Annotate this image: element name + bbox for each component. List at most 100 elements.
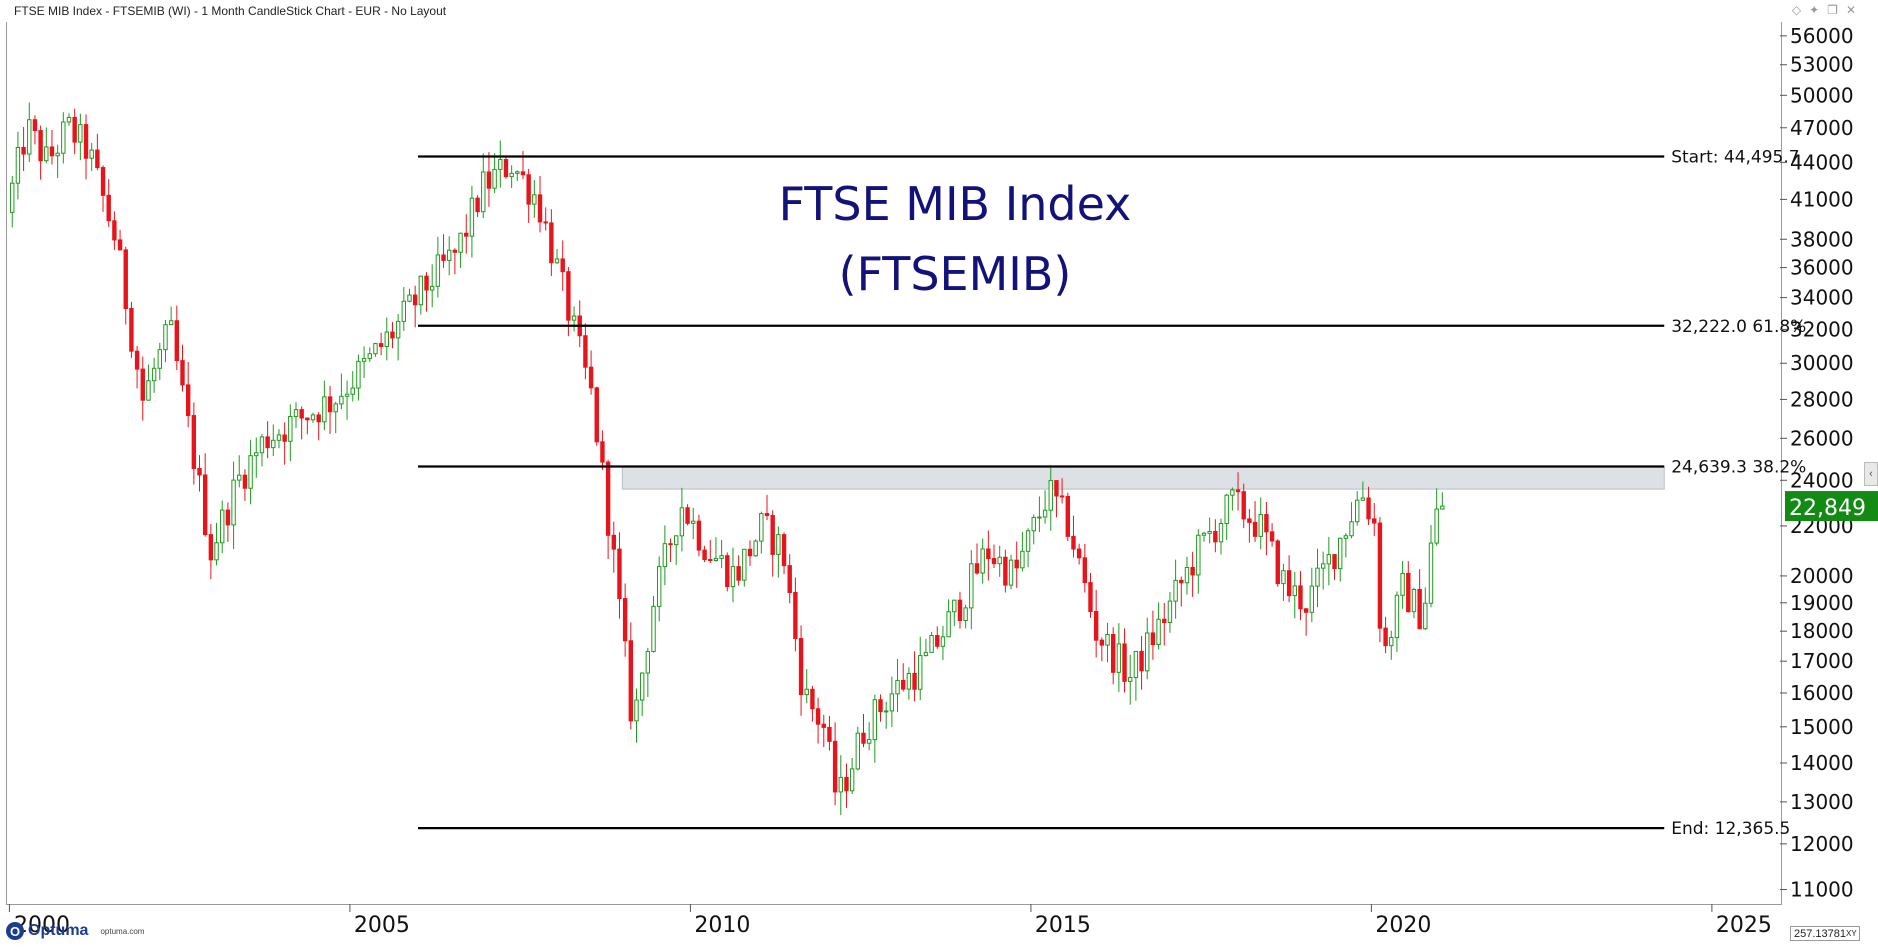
candle-body	[1292, 585, 1297, 597]
candle-body	[134, 350, 140, 370]
candle-body	[1082, 557, 1088, 584]
candle-body	[753, 540, 758, 557]
candle-body	[458, 232, 463, 253]
candle-body	[600, 441, 605, 463]
candle-body	[1315, 567, 1320, 587]
candle-body	[804, 688, 809, 696]
candle-body	[322, 396, 327, 423]
candle-body	[1179, 579, 1184, 584]
candle-body	[481, 171, 486, 213]
candle-body	[254, 452, 259, 457]
candle-body	[1394, 594, 1400, 639]
scroll-left-button[interactable]: ‹	[1864, 462, 1878, 486]
candle-body	[730, 566, 736, 588]
candle-body	[299, 409, 304, 419]
window-controls[interactable]: ◇✦❐✕	[1792, 3, 1864, 17]
candle-body	[1252, 521, 1258, 537]
candle-body	[10, 182, 15, 213]
candle-body	[452, 249, 458, 253]
candle-body	[350, 387, 355, 395]
candle-body	[906, 672, 912, 690]
candle-body	[197, 467, 202, 476]
close-icon[interactable]: ✕	[1845, 3, 1864, 17]
candle-body	[168, 320, 174, 326]
candle-body	[106, 194, 111, 222]
candle-body	[668, 543, 673, 546]
candle-body	[1213, 530, 1218, 543]
candle-body	[793, 591, 798, 639]
candle-body	[475, 197, 480, 213]
y-tick-label: 15000	[1790, 715, 1854, 739]
candle-body	[373, 343, 378, 355]
candle-body	[776, 534, 781, 555]
candle-body	[827, 726, 832, 742]
candle-body	[889, 693, 895, 712]
candle-body	[1417, 588, 1422, 630]
candle-body	[49, 146, 55, 157]
candle-body	[100, 167, 106, 196]
candle-body	[435, 254, 441, 287]
pin-icon[interactable]: ✦	[1809, 3, 1828, 17]
candle-body	[1355, 499, 1360, 523]
candle-body	[151, 367, 157, 382]
y-tick-label: 19000	[1790, 591, 1854, 615]
candle-body	[316, 414, 321, 423]
last-price-label: 22,849	[1789, 496, 1866, 521]
candle-body	[509, 172, 514, 178]
y-tick-label: 20000	[1790, 564, 1854, 588]
candle-body	[685, 507, 690, 524]
candle-body	[628, 640, 634, 722]
y-tick-label: 56000	[1790, 24, 1854, 48]
candle-body	[651, 605, 656, 652]
candle-body	[1366, 497, 1371, 520]
candle-body	[969, 563, 974, 609]
candle-body	[622, 598, 628, 642]
candle-body	[810, 688, 815, 710]
candle-body	[1337, 537, 1343, 570]
y-tick-label: 50000	[1790, 83, 1854, 107]
candle-body	[117, 239, 123, 251]
candle-body	[645, 650, 651, 674]
candle-body	[231, 479, 236, 526]
candle-body	[656, 566, 662, 607]
candle-body	[1093, 610, 1099, 641]
candle-body	[821, 723, 826, 728]
candle-body	[1133, 650, 1139, 679]
candle-body	[526, 174, 531, 205]
candle-body	[333, 403, 338, 413]
candle-body	[1105, 633, 1110, 646]
candle-body	[691, 520, 696, 524]
candle-body	[1377, 522, 1383, 629]
candle-body	[1076, 548, 1082, 559]
candle-body	[1201, 532, 1207, 536]
candle-body	[390, 331, 395, 339]
candle-body	[89, 149, 94, 159]
x-tick-label: 2005	[354, 913, 410, 938]
candle-body	[242, 474, 248, 489]
candle-body	[1042, 509, 1048, 518]
candle-body	[736, 566, 741, 581]
diamond-icon[interactable]: ◇	[1791, 3, 1810, 17]
candle-body	[719, 555, 724, 559]
candle-body	[844, 776, 849, 792]
candle-body	[367, 353, 372, 360]
candle-body	[163, 324, 168, 351]
candle-body	[1003, 556, 1008, 586]
candle-body	[537, 194, 543, 223]
candle-body	[282, 434, 287, 442]
xy-toggle[interactable]: XY	[1846, 929, 1857, 938]
candle-body	[1099, 639, 1105, 646]
restore-icon[interactable]: ❐	[1827, 3, 1846, 17]
candle-body	[520, 171, 526, 176]
coordinate-readout[interactable]: 257.13781 XY	[1790, 926, 1860, 941]
candle-body	[248, 455, 253, 489]
candle-body	[1406, 572, 1411, 613]
candle-body	[356, 360, 361, 389]
candle-body	[923, 651, 929, 657]
candle-body	[1184, 566, 1190, 584]
candle-body	[447, 249, 452, 261]
candle-body	[855, 732, 861, 770]
plot-area[interactable]	[6, 22, 1782, 905]
